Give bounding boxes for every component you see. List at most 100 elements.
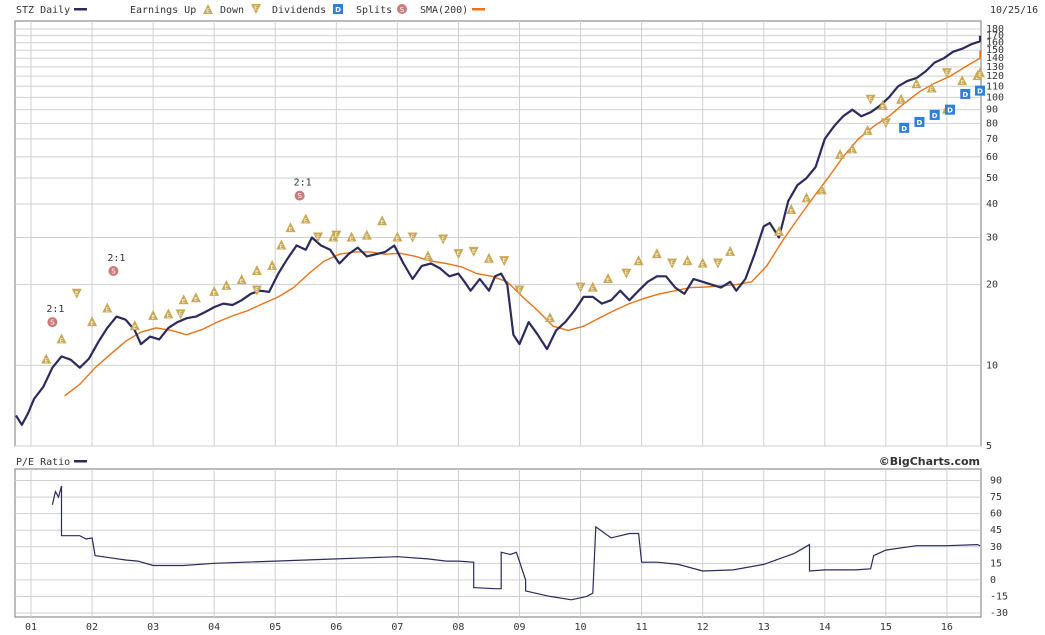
earnings-up-triangle bbox=[221, 279, 232, 290]
earnings-up-glyph: E bbox=[866, 130, 870, 136]
earnings-up-triangle bbox=[816, 184, 827, 195]
earnings-up-marker: E bbox=[209, 285, 220, 297]
earnings-up-marker: E bbox=[483, 252, 494, 264]
price-y-tick-label: 180 bbox=[986, 24, 1004, 35]
earnings-up-marker: E bbox=[682, 255, 693, 266]
earnings-up-marker: E bbox=[633, 255, 644, 266]
earnings-down-glyph: E bbox=[411, 235, 415, 241]
earnings-up-triangle bbox=[422, 250, 433, 261]
earnings-up-triangle bbox=[975, 67, 985, 78]
earnings-down-triangle bbox=[468, 246, 479, 257]
earnings-up-marker: E bbox=[178, 294, 189, 305]
dividend-marker: D bbox=[975, 85, 985, 96]
earnings-down-legend-icon: E bbox=[251, 4, 261, 14]
earnings-up-glyph: E bbox=[978, 72, 982, 78]
split-glyph: S bbox=[111, 267, 116, 275]
earnings-up-triangle bbox=[682, 255, 693, 266]
price-y-tick-label: 20 bbox=[986, 280, 998, 291]
bigcharts-brand: ©BigCharts.com bbox=[879, 455, 980, 468]
pe-y-tick-label: 15 bbox=[990, 558, 1002, 569]
earnings-down-marker: E bbox=[407, 232, 418, 243]
x-tick-label: 04 bbox=[208, 622, 220, 633]
price-axis-ticks: 5 10 20 30 40 50 60 70 80 90 100110120130140150160… bbox=[986, 24, 1004, 452]
earnings-up-glyph: E bbox=[270, 265, 274, 271]
earnings-up-glyph: E bbox=[960, 80, 964, 86]
earnings-down-marker: E bbox=[514, 285, 525, 296]
sma-label: SMA(200) bbox=[420, 5, 468, 16]
earnings-up-triangle bbox=[163, 308, 174, 319]
lower-legend-bar: P/E Ratio ©BigCharts.com bbox=[16, 455, 980, 468]
earnings-up-marker: E bbox=[725, 245, 736, 257]
earnings-up-glyph: E bbox=[255, 270, 259, 276]
earnings-up-triangle bbox=[392, 231, 403, 242]
earnings-up-glyph: E bbox=[45, 359, 49, 365]
earnings-down-triangle bbox=[251, 285, 262, 296]
dividend-glyph: D bbox=[917, 119, 923, 127]
earnings-up-triangle bbox=[697, 257, 708, 268]
earnings-down-marker: E bbox=[667, 258, 678, 269]
earnings-up-marker: E bbox=[422, 250, 433, 261]
earnings-up-glyph: E bbox=[194, 297, 198, 303]
split-legend-glyph: S bbox=[400, 6, 405, 14]
x-tick-label: 02 bbox=[86, 622, 98, 633]
earnings-down-label: Down bbox=[220, 5, 244, 16]
dividend-square bbox=[914, 116, 925, 127]
earnings-down-marker: E bbox=[880, 118, 891, 129]
earnings-up-marker: E bbox=[911, 78, 922, 89]
dividend-legend-icon: D bbox=[333, 4, 343, 14]
earnings-up-marker: E bbox=[877, 99, 888, 111]
earnings-down-triangle bbox=[331, 230, 342, 241]
earnings-down-triangle bbox=[407, 232, 418, 243]
earnings-up-glyph: E bbox=[426, 255, 430, 261]
earnings-down-triangle bbox=[865, 94, 876, 105]
earnings-up-marker: E bbox=[603, 273, 614, 284]
earnings-up-marker: E bbox=[896, 93, 907, 105]
earnings-up-marker: E bbox=[129, 320, 140, 331]
earnings-down-glyph: E bbox=[316, 235, 320, 241]
earnings-up-glyph: E bbox=[930, 87, 934, 93]
earnings-down-marker: E bbox=[621, 268, 632, 279]
earnings-up-glyph: E bbox=[851, 148, 855, 154]
earnings-down-marker: E bbox=[575, 282, 586, 293]
earnings-up-triangle bbox=[129, 320, 140, 331]
x-axis-ticks: 01 02 03 04 05 06 07 08 09 10 11 12 13 14 15 16 bbox=[25, 622, 953, 633]
dividend-glyph: D bbox=[932, 112, 938, 120]
price-y-tick-label: 110 bbox=[986, 81, 1004, 92]
earnings-up-glyph: E bbox=[686, 260, 690, 266]
split-glyph: S bbox=[297, 192, 302, 200]
earnings-up-glyph: E bbox=[881, 105, 885, 111]
date-label: 10/25/16 bbox=[990, 5, 1038, 16]
splits-label: Splits bbox=[356, 5, 392, 16]
earnings-down-triangle bbox=[71, 288, 82, 299]
earnings-down-glyph: E bbox=[869, 97, 873, 103]
earnings-up-marker: E bbox=[786, 203, 797, 215]
earnings-up-triangle bbox=[346, 231, 357, 242]
earnings-down-triangle bbox=[621, 268, 632, 279]
dividend-marker: D bbox=[914, 116, 925, 127]
earnings-up-glyph: E bbox=[548, 317, 552, 323]
price-grid bbox=[15, 21, 981, 447]
earnings-up-triangle bbox=[361, 229, 372, 240]
earnings-up-glyph: E bbox=[60, 338, 64, 344]
earnings-down-triangle bbox=[880, 118, 891, 129]
earnings-up-glyph: E bbox=[289, 227, 293, 233]
earnings-up-glyph: E bbox=[606, 278, 610, 284]
x-tick-label: 12 bbox=[697, 622, 709, 633]
earnings-up-marker: E bbox=[267, 259, 278, 271]
earnings-up-triangle bbox=[148, 309, 159, 320]
earnings-down-marker: E bbox=[453, 249, 464, 260]
earnings-down-triangle bbox=[499, 256, 510, 267]
earnings-up-marker: E bbox=[835, 148, 846, 160]
dividend-marker: D bbox=[960, 88, 971, 99]
x-tick-label: 14 bbox=[819, 622, 831, 633]
earnings-down-glyph: E bbox=[335, 233, 339, 239]
price-y-tick-label: 70 bbox=[986, 134, 998, 145]
earnings-down-triangle bbox=[438, 234, 449, 245]
earnings-up-triangle bbox=[862, 124, 873, 135]
dividends-label: Dividends bbox=[272, 5, 326, 16]
pe-y-tick-label: 0 bbox=[990, 575, 996, 586]
price-legend-swatch bbox=[74, 8, 87, 11]
earnings-up-glyph: E bbox=[591, 287, 595, 293]
earnings-up-marker: E bbox=[377, 215, 388, 226]
earnings-up-triangle bbox=[957, 75, 968, 86]
